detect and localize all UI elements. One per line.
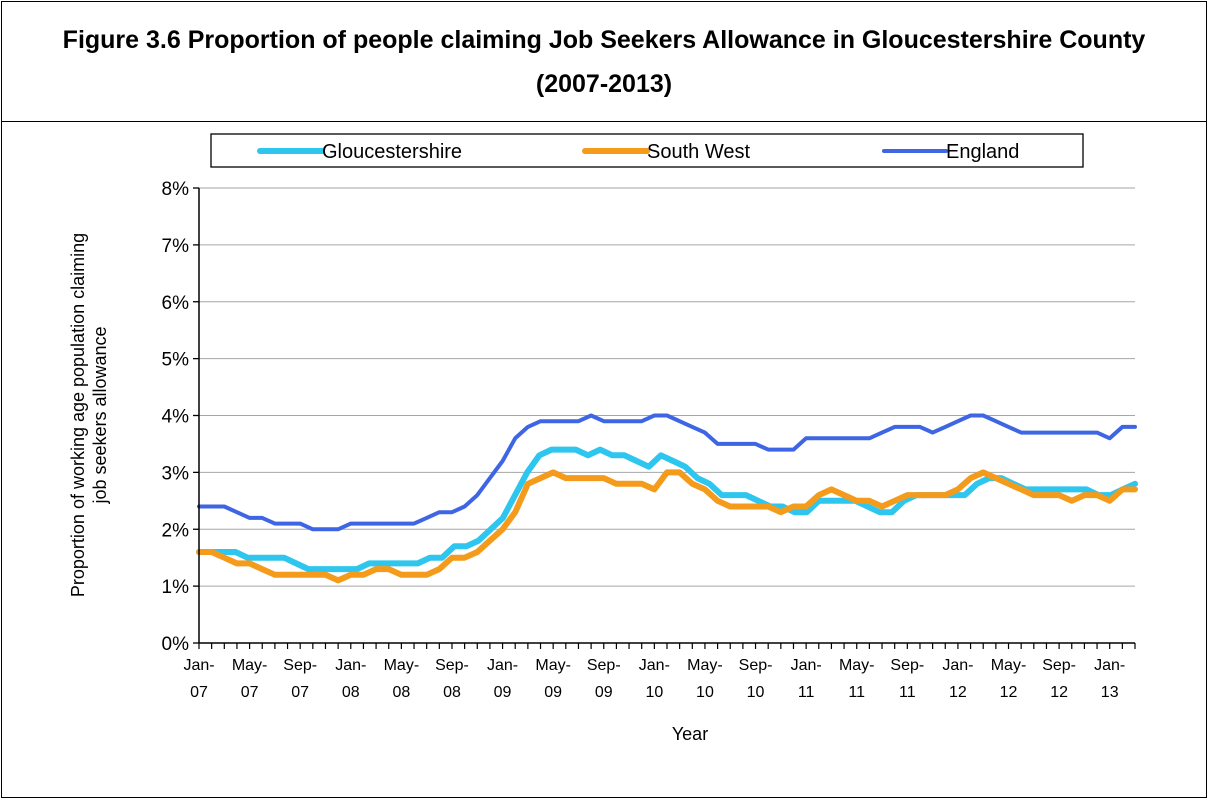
- x-tick-label: May-: [991, 657, 1027, 674]
- x-tick-label: May-: [839, 657, 875, 674]
- x-tick-label-year: 12: [949, 684, 967, 701]
- figure-title-box: Figure 3.6 Proportion of people claiming…: [2, 2, 1206, 122]
- figure-title: Figure 3.6 Proportion of people claiming…: [62, 25, 1146, 98]
- x-tick-label-year: 13: [1101, 684, 1119, 701]
- y-axis-title: Proportion of working age population cla…: [68, 233, 110, 597]
- x-tick-label-year: 11: [848, 684, 865, 701]
- y-tick-label: 7%: [162, 236, 190, 257]
- x-tick-label-year: 07: [190, 684, 208, 701]
- x-tick-label-year: 09: [544, 684, 562, 701]
- y-tick-label: 5%: [162, 350, 190, 371]
- x-tick-label: Sep-: [1042, 657, 1076, 674]
- x-tick-label: Jan-: [1094, 657, 1125, 674]
- x-tick-label-year: 10: [696, 684, 714, 701]
- y-tick-label: 3%: [162, 463, 190, 484]
- y-tick-label: 1%: [162, 577, 190, 598]
- x-tick-label: May-: [232, 657, 268, 674]
- x-tick-label-year: 08: [443, 684, 461, 701]
- x-tick-label: May-: [384, 657, 420, 674]
- x-tick-label: Jan-: [487, 657, 518, 674]
- x-tick-label-year: 11: [899, 684, 916, 701]
- x-tick-label: Sep-: [283, 657, 317, 674]
- x-tick-label-year: 09: [595, 684, 613, 701]
- x-tick-label-year: 12: [1000, 684, 1018, 701]
- x-tick-label: May-: [535, 657, 571, 674]
- x-tick-label: May-: [687, 657, 723, 674]
- series-line-south-west: [196, 469, 1138, 584]
- axes: 0% 1% 2% 3% 4% 5% 6% 7% 8% Jan- 07 May- 07 Sep- 07 Jan-…: [162, 179, 1136, 701]
- y-tick-label: 0%: [162, 634, 190, 655]
- x-tick-label: Sep-: [587, 657, 621, 674]
- legend: Gloucestershire South West England: [210, 133, 1084, 168]
- series-lines: [196, 413, 1138, 584]
- y-tick-label: 6%: [162, 293, 190, 314]
- y-tick-label: 4%: [162, 407, 190, 428]
- y-axis-title-line-2: job seekers allowance: [90, 326, 110, 504]
- x-tick-label-year: 10: [645, 684, 663, 701]
- x-tick-label: Sep-: [739, 657, 773, 674]
- x-tick-label-year: 07: [241, 684, 259, 701]
- x-tick-label: Sep-: [890, 657, 924, 674]
- x-axis-title: Year: [672, 724, 708, 744]
- x-tick-label-year: 08: [342, 684, 360, 701]
- y-tick-label: 2%: [162, 520, 190, 541]
- x-tick-label: Jan-: [791, 657, 822, 674]
- x-tick-label-year: 12: [1050, 684, 1068, 701]
- x-tick-label-year: 08: [392, 684, 410, 701]
- x-tick-label-year: 09: [494, 684, 512, 701]
- legend-label-gloucestershire: Gloucestershire: [322, 141, 462, 163]
- gridlines: [199, 187, 1135, 587]
- y-axis-title-line-1: Proportion of working age population cla…: [68, 233, 88, 597]
- x-tick-label-year: 11: [798, 684, 815, 701]
- legend-label-england: England: [946, 141, 1019, 163]
- x-tick-label: Jan-: [942, 657, 973, 674]
- x-tick-label-year: 10: [747, 684, 765, 701]
- series-line-england: [197, 413, 1137, 532]
- x-tick-label: Jan-: [335, 657, 366, 674]
- x-tick-label: Jan-: [183, 657, 214, 674]
- series-line-gloucestershire: [196, 446, 1138, 573]
- x-tick-label-year: 07: [291, 684, 309, 701]
- x-tick-label: Sep-: [435, 657, 469, 674]
- y-tick-label: 8%: [162, 179, 190, 200]
- x-tick-label: Jan-: [639, 657, 670, 674]
- legend-label-south-west: South West: [647, 141, 750, 163]
